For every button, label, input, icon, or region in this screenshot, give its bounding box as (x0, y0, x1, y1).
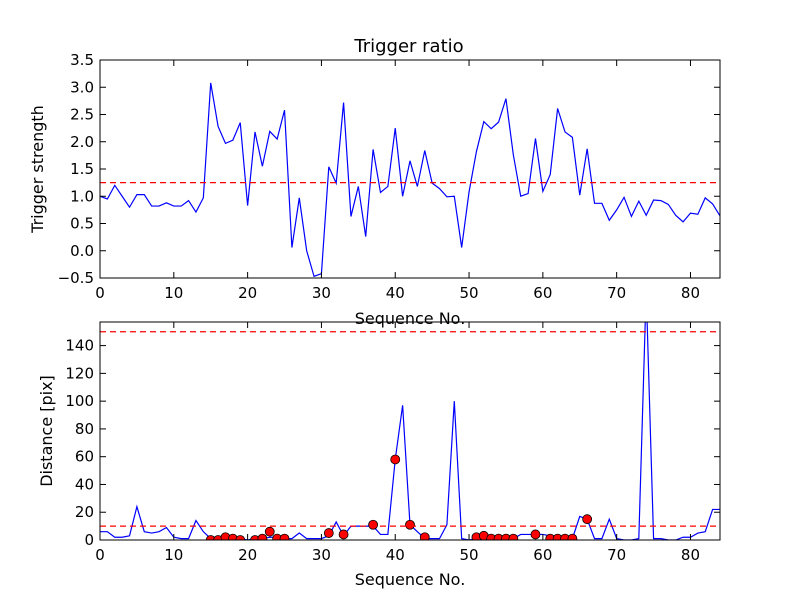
data-point (567, 533, 578, 540)
data-point (582, 514, 593, 525)
trigger-y-axis-label: Trigger strength (28, 105, 47, 234)
data-point (279, 533, 290, 540)
trigger-plot-area (100, 82, 720, 278)
x-tick-label: 80 (681, 284, 700, 302)
data-point (530, 529, 541, 540)
x-tick-label: 30 (312, 284, 331, 302)
x-tick-label: 10 (164, 546, 183, 564)
y-tick-label: 60 (75, 448, 94, 466)
y-tick-label: 0 (84, 531, 94, 549)
data-point (419, 532, 430, 540)
x-tick-label: 40 (386, 284, 405, 302)
distance-subplot: 0 10 20 30 40 50 60 70 80 0 20 40 60 80 100 120 140 Sequ… (37, 321, 721, 589)
trigger-axis-ticks: 0 10 20 30 40 50 60 70 80 −0.5 0.0 0.5 1.0 1.5 2.0 2.5 3… (58, 51, 720, 302)
y-tick-label: 2.0 (70, 133, 94, 151)
x-tick-label: 80 (681, 546, 700, 564)
data-point (368, 519, 378, 530)
distance-axis-ticks: 0 10 20 30 40 50 60 70 80 0 20 40 60 80 100 120 140 (65, 322, 720, 564)
x-tick-label: 0 (95, 284, 105, 302)
distance-plot-area (100, 322, 720, 540)
data-point (508, 533, 519, 540)
x-tick-label: 70 (607, 546, 626, 564)
x-tick-label: 50 (460, 284, 479, 302)
trigger-ratio-subplot: Trigger ratio 0 10 20 30 40 50 60 70 80 −0.5 0.0 0.… (28, 36, 721, 328)
y-tick-label: 140 (65, 337, 94, 355)
x-tick-label: 40 (386, 546, 405, 564)
data-point (213, 535, 223, 540)
y-tick-label: 2.5 (70, 106, 94, 124)
y-tick-label: 120 (65, 364, 94, 382)
x-tick-label: 30 (312, 546, 331, 564)
x-tick-label: 50 (460, 546, 479, 564)
data-point (235, 535, 246, 540)
x-tick-label: 0 (95, 546, 105, 564)
trigger-axes-frame (99, 59, 721, 279)
trigger-x-axis-label: Sequence No. (355, 309, 466, 328)
x-tick-label: 20 (238, 546, 257, 564)
y-tick-label: −0.5 (58, 269, 94, 287)
y-tick-label: 0.0 (70, 242, 94, 260)
y-tick-label: 40 (75, 475, 94, 493)
x-tick-label: 20 (238, 284, 257, 302)
x-tick-label: 60 (533, 284, 552, 302)
y-tick-label: 3.5 (70, 51, 94, 69)
distance-axes-frame (99, 321, 721, 541)
y-tick-label: 80 (75, 420, 94, 438)
y-tick-label: 0.5 (70, 215, 94, 233)
y-tick-label: 20 (75, 503, 94, 521)
y-tick-label: 1.5 (70, 160, 94, 178)
x-tick-label: 70 (607, 284, 626, 302)
series-line (100, 82, 720, 278)
data-point (405, 519, 415, 530)
data-point (323, 528, 334, 538)
data-point (205, 535, 216, 540)
chart-title: Trigger ratio (353, 36, 463, 57)
distance-x-axis-label: Sequence No. (355, 570, 466, 589)
data-point (250, 535, 260, 540)
data-point (264, 526, 275, 537)
data-point (257, 533, 268, 540)
y-tick-label: 100 (65, 392, 94, 410)
y-tick-label: 3.0 (70, 78, 94, 96)
x-tick-label: 10 (164, 284, 183, 302)
x-tick-label: 60 (533, 546, 552, 564)
distance-y-axis-label: Distance [pix] (37, 375, 56, 487)
y-tick-label: 1.0 (70, 187, 94, 205)
data-point (390, 454, 401, 465)
data-point (338, 529, 349, 540)
